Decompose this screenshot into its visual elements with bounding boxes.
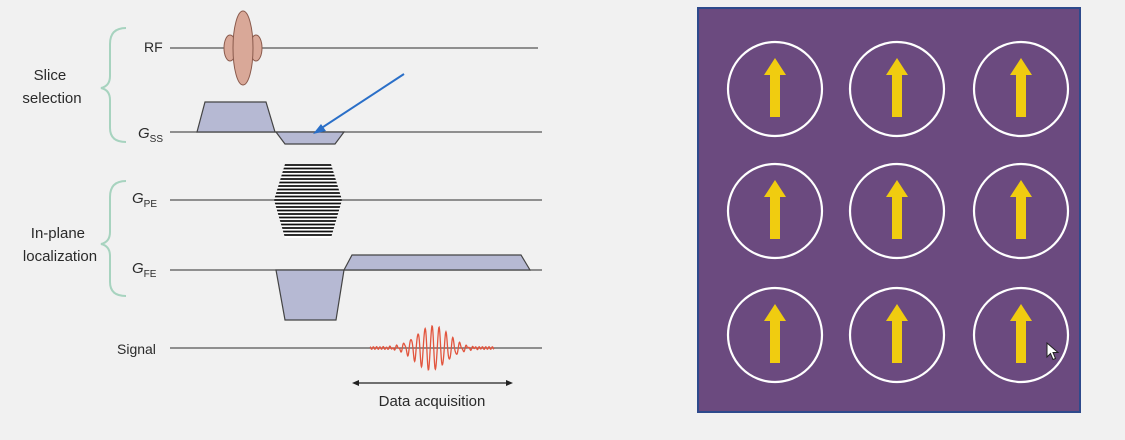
spin-up-arrow-icon (886, 58, 908, 117)
spin-circle (726, 286, 824, 384)
spin-cell (848, 40, 946, 138)
slice-selection-brace (100, 27, 127, 143)
spin-circle (726, 162, 824, 260)
pointer-arrow (319, 73, 405, 130)
mouse-cursor-icon (1046, 342, 1060, 361)
spin-up-arrow-icon (886, 304, 908, 363)
gfe-readout-lobe (343, 254, 532, 271)
spin-up-arrow-icon (1010, 58, 1032, 117)
echo-signal-waveform (369, 324, 495, 371)
spin-cell (848, 286, 946, 384)
spin-circle (972, 286, 1070, 384)
signal-channel-label: Signal (117, 341, 156, 357)
spin-cell (972, 40, 1070, 138)
data-acquisition-arrow (352, 380, 513, 386)
spin-up-arrow-icon (764, 58, 786, 117)
gss-rephasing-lobe (274, 131, 346, 145)
spin-up-arrow-icon (764, 304, 786, 363)
spin-circle (848, 40, 946, 138)
spin-grid (726, 40, 1070, 384)
spin-up-arrow-icon (1010, 304, 1032, 363)
pulse-sequence-diagram: Slice selection In-plane localization RF… (22, 10, 542, 410)
rf-channel-label: RF (144, 39, 163, 55)
spin-up-arrow-icon (764, 180, 786, 239)
in-plane-localization-label: In-plane localization (23, 225, 97, 265)
in-plane-localization-brace (100, 180, 127, 297)
data-acquisition-label: Data acquisition (379, 393, 486, 410)
gfe-dephasing-lobe (275, 269, 345, 321)
spin-cell (726, 40, 824, 138)
spin-circle (726, 40, 824, 138)
gfe-channel-label: GFE (132, 260, 157, 280)
spin-circle (848, 162, 946, 260)
spin-circle (972, 40, 1070, 138)
gpe-phase-encoding-table (274, 164, 342, 238)
spin-cell (848, 162, 946, 260)
spin-up-arrow-icon (1010, 180, 1032, 239)
spin-circle (848, 286, 946, 384)
slice-selection-label: Slice selection (22, 67, 81, 107)
spin-up-arrow-icon (886, 180, 908, 239)
rf-pulse (223, 10, 263, 86)
spin-cell (726, 286, 824, 384)
spin-cell (972, 162, 1070, 260)
pointer-arrowhead (313, 124, 326, 134)
spin-cell (972, 286, 1070, 384)
gss-slice-select-lobe (196, 101, 276, 133)
gpe-channel-label: GPE (132, 190, 157, 210)
spin-grid-panel (697, 7, 1081, 413)
spin-cell (726, 162, 824, 260)
spin-circle (972, 162, 1070, 260)
gss-channel-label: GSS (138, 125, 163, 145)
